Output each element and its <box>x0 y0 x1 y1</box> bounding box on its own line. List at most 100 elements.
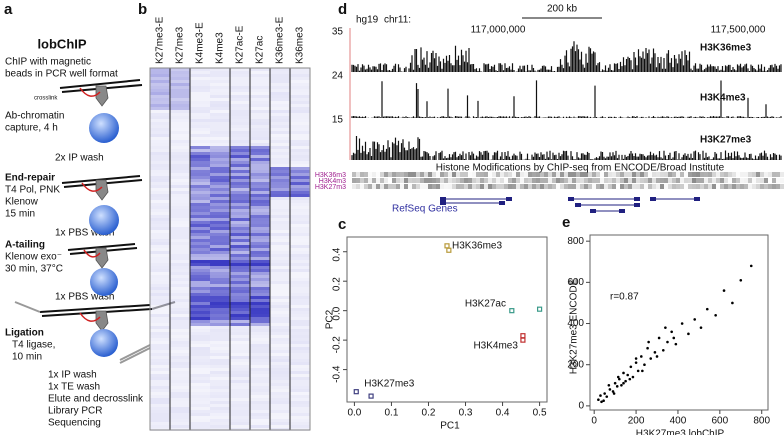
heatmap-cell <box>210 365 230 368</box>
heatmap-cell <box>190 380 210 383</box>
encode-bar <box>468 184 472 189</box>
encode-bar <box>592 178 596 183</box>
heatmap-cell <box>270 161 290 164</box>
heatmap-cell <box>150 248 170 251</box>
heatmap-cell <box>210 362 230 365</box>
heatmap-cell <box>230 230 250 233</box>
encode-bar <box>448 172 452 177</box>
heatmap-cell <box>170 71 190 74</box>
heatmap-cell <box>250 359 270 362</box>
y-tick-label: 0 <box>578 401 584 412</box>
heatmap-cell <box>230 83 250 86</box>
heatmap-cell <box>150 341 170 344</box>
heatmap-cell <box>250 221 270 224</box>
point <box>536 306 543 312</box>
heatmap-cell <box>210 140 230 143</box>
heatmap-cell <box>190 386 210 389</box>
heatmap-cell <box>170 257 190 260</box>
heatmap-cell <box>250 92 270 95</box>
heatmap-cell <box>190 203 210 206</box>
heatmap-cell <box>150 344 170 347</box>
heatmap-cell <box>250 227 270 230</box>
heatmap-cell <box>230 71 250 74</box>
encode-bar <box>560 184 564 189</box>
encode-bar <box>692 172 696 177</box>
heatmap-cell <box>270 212 290 215</box>
track-label: H3K36me3 <box>700 43 752 54</box>
heatmap-cell <box>270 263 290 266</box>
heatmap-cell <box>190 158 210 161</box>
heatmap-cell <box>190 80 210 83</box>
heatmap-cell <box>290 125 310 128</box>
heatmap-cell <box>170 311 190 314</box>
heatmap-cell <box>230 383 250 386</box>
heatmap-cell <box>150 245 170 248</box>
heatmap-cell <box>290 164 310 167</box>
heatmap-cell <box>230 143 250 146</box>
heatmap-cell <box>210 290 230 293</box>
heatmap-cell <box>170 119 190 122</box>
heatmap-cell <box>190 89 210 92</box>
heatmap-cell <box>250 104 270 107</box>
heatmap-cell <box>250 239 270 242</box>
heatmap-cell <box>190 236 210 239</box>
heatmap-cell <box>210 161 230 164</box>
heatmap-cell <box>150 320 170 323</box>
heatmap-cell <box>230 77 250 80</box>
heatmap-cell <box>170 137 190 140</box>
heatmap-cell <box>150 359 170 362</box>
heatmap-cell <box>170 143 190 146</box>
encode-bar <box>748 184 752 189</box>
encode-bar <box>412 184 416 189</box>
heatmap-cell <box>210 107 230 110</box>
heatmap-cell <box>170 335 190 338</box>
encode-bar <box>672 172 676 177</box>
heatmap-cell <box>190 170 210 173</box>
heatmap-cell <box>150 374 170 377</box>
heatmap-cell <box>290 185 310 188</box>
encode-bar <box>564 184 568 189</box>
heatmap-cell <box>210 116 230 119</box>
encode-bar <box>740 178 744 183</box>
heatmap-cell <box>150 209 170 212</box>
encode-bar <box>460 178 464 183</box>
point <box>661 348 665 352</box>
heatmap-cell <box>190 104 210 107</box>
heatmap-cell <box>150 194 170 197</box>
heatmap-cell <box>210 173 230 176</box>
encode-bar <box>776 178 780 183</box>
heatmap-cell <box>270 242 290 245</box>
encode-bar <box>484 172 488 177</box>
heatmap-cell <box>170 320 190 323</box>
heatmap-cell <box>150 296 170 299</box>
heatmap-cell <box>250 380 270 383</box>
heatmap-cell <box>170 368 190 371</box>
heatmap-cell <box>290 170 310 173</box>
heatmap-cell <box>170 74 190 77</box>
heatmap-cell <box>210 338 230 341</box>
encode-bar <box>352 178 356 183</box>
encode-bar <box>356 184 360 189</box>
encode-bar <box>568 178 572 183</box>
encode-bar <box>508 172 512 177</box>
heatmap-cell <box>270 170 290 173</box>
heatmap-cell <box>270 302 290 305</box>
heatmap-cell <box>170 344 190 347</box>
heatmap-cell <box>250 98 270 101</box>
heatmap-cell <box>250 392 270 395</box>
heatmap-cell <box>250 101 270 104</box>
heatmap-cell <box>250 290 270 293</box>
heatmap-cell <box>210 407 230 410</box>
heatmap-cell <box>270 365 290 368</box>
heatmap-cell <box>270 413 290 416</box>
position: 117,500,000 <box>711 25 766 36</box>
heatmap-cell <box>210 194 230 197</box>
heatmap-cell <box>210 281 230 284</box>
encode-bar <box>632 184 636 189</box>
point <box>612 392 616 395</box>
heatmap-cell <box>230 272 250 275</box>
encode-track: H3K27m3 <box>315 184 346 191</box>
heatmap-cell <box>150 308 170 311</box>
heatmap-cell <box>290 146 310 149</box>
heatmap-cell <box>250 419 270 422</box>
